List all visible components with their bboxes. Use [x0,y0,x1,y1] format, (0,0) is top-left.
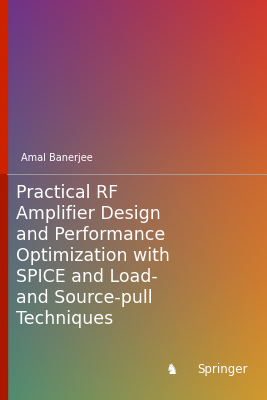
Text: Amal Banerjee: Amal Banerjee [21,153,93,163]
Bar [0,0,7,174]
Text: Practical RF
Amplifier Design
and Performance
Optimization with
SPICE and Load-
: Practical RF Amplifier Design and Perfor… [16,184,170,328]
Text: ♞: ♞ [166,363,178,377]
Bar [0,174,7,400]
Text: Springer: Springer [198,364,248,376]
